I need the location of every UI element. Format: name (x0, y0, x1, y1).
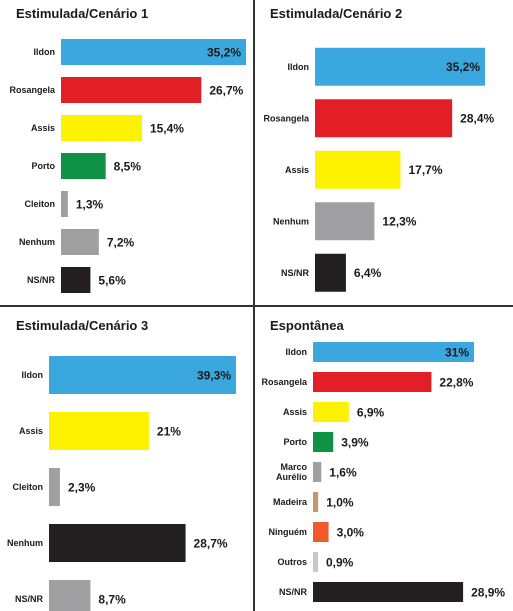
bar-ns-nr (49, 580, 91, 611)
value-label-rosangela: 28,4% (460, 112, 494, 126)
category-label-marco-aurelio: Marco Aurélio (276, 462, 308, 482)
value-label-ns-nr: 6,4% (354, 266, 382, 280)
category-label-cleiton: Cleiton (13, 482, 44, 492)
category-label-ns-nr: NS/NR (15, 594, 44, 604)
bar-ninguem (313, 522, 329, 542)
panel-title: Estimulada/Cenário 1 (16, 6, 149, 21)
value-label-porto: 3,9% (341, 435, 369, 449)
bar-assis (313, 402, 349, 422)
bar-nenhum (61, 229, 99, 255)
category-label-nenhum: Nenhum (7, 538, 43, 548)
value-label-ns-nr: 5,6% (98, 273, 126, 287)
category-label-nenhum: Nenhum (19, 237, 55, 247)
category-label-porto: Porto (32, 161, 56, 171)
panel-espontanea: Espontânea Ildon 31% Rosangela 22,8% Assis 6,… (261, 318, 510, 611)
value-label-cleiton: 1,3% (76, 197, 104, 211)
bar-porto (313, 432, 334, 452)
value-label-madeira: 1,0% (326, 495, 354, 509)
panel-title: Estimulada/Cenário 2 (270, 6, 403, 21)
value-label-nenhum: 12,3% (382, 215, 416, 229)
category-label-assis: Assis (285, 165, 309, 175)
bar-chart: Ildon 31% Rosangela 22,8% Assis 6,9% Porto 3,9%… (261, 342, 505, 602)
value-label-ns-nr: 8,7% (98, 592, 126, 606)
category-label-assis: Assis (283, 407, 307, 417)
category-label-outros: Outros (277, 557, 307, 567)
bar-ildon (315, 47, 485, 86)
category-label-ildon: Ildon (286, 347, 308, 357)
panel-cenario-1: Estimulada/Cenário 1 Ildon 35,2% Rosangela… (9, 6, 253, 301)
value-label-cleiton: 2,3% (68, 480, 96, 494)
bar-chart: Ildon 35,2% Rosangela 26,7% Assis 15,4% Porto 8… (9, 39, 246, 293)
category-label-rosangela: Rosangela (9, 85, 56, 95)
value-label-rosangela: 22,8% (439, 375, 473, 389)
panel-cenario-3: Estimulada/Cenário 3 Ildon 39,3% Assis 21% C… (7, 318, 253, 611)
category-label-ns-nr: NS/NR (27, 275, 56, 285)
value-label-ildon: 35,2% (207, 45, 241, 59)
value-label-assis: 21% (157, 424, 181, 438)
category-label-ns-nr: NS/NR (281, 268, 310, 278)
value-label-nenhum: 7,2% (107, 235, 135, 249)
category-label-ildon: Ildon (34, 47, 56, 57)
bar-ildon (61, 39, 246, 65)
value-label-outros: 0,9% (326, 555, 354, 569)
value-label-porto: 8,5% (114, 159, 142, 173)
value-label-assis: 17,7% (408, 163, 442, 177)
bar-ildon (49, 356, 236, 394)
panel-title: Estimulada/Cenário 3 (16, 318, 149, 333)
value-label-ildon: 31% (445, 345, 469, 359)
value-label-marco-aurelio: 1,6% (329, 465, 357, 479)
bar-assis (49, 412, 149, 450)
bar-ns-nr (313, 582, 464, 602)
value-label-ns-nr: 28,9% (471, 585, 505, 599)
bar-assis (61, 115, 142, 141)
category-label-ildon: Ildon (288, 62, 310, 72)
category-label-rosangela: Rosangela (263, 113, 310, 123)
category-label-ns-nr: NS/NR (279, 587, 308, 597)
bar-nenhum (315, 202, 375, 241)
category-label-nenhum: Nenhum (273, 216, 309, 226)
bar-rosangela (61, 77, 202, 103)
category-label-assis: Assis (19, 426, 43, 436)
category-label-rosangela: Rosangela (261, 377, 308, 387)
bar-rosangela (315, 99, 453, 138)
bar-ns-nr (315, 253, 346, 292)
value-label-ninguem: 3,0% (337, 525, 365, 539)
category-label-assis: Assis (31, 123, 55, 133)
bar-cleiton (61, 191, 68, 217)
bar-ildon (313, 342, 474, 362)
value-label-rosangela: 26,7% (209, 83, 243, 97)
bar-assis (315, 150, 401, 189)
bar-ns-nr (61, 267, 91, 293)
bar-chart: Ildon 35,2% Rosangela 28,4% Assis 17,7% Nenhum… (263, 47, 495, 292)
bar-outros (313, 552, 318, 572)
bar-rosangela (313, 372, 432, 392)
bar-cleiton (49, 468, 60, 506)
value-label-ildon: 39,3% (197, 368, 231, 382)
value-label-ildon: 35,2% (446, 60, 480, 74)
panel-cenario-2: Estimulada/Cenário 2 Ildon 35,2% Rosangela… (263, 6, 510, 301)
value-label-assis: 15,4% (150, 121, 184, 135)
bar-chart: Ildon 39,3% Assis 21% Cleiton 2,3% Nenhum 28,7%… (7, 356, 236, 611)
value-label-assis: 6,9% (357, 405, 385, 419)
bar-madeira (313, 492, 319, 512)
value-label-nenhum: 28,7% (194, 536, 228, 550)
category-label-porto: Porto (284, 437, 308, 447)
category-label-cleiton: Cleiton (25, 199, 56, 209)
category-label-madeira: Madeira (273, 497, 308, 507)
category-label-ildon: Ildon (22, 370, 44, 380)
bar-nenhum (49, 524, 186, 562)
category-label-ninguem: Ninguém (268, 527, 307, 537)
horizontal-divider (0, 305, 513, 307)
panel-title: Espontânea (270, 318, 344, 333)
bar-porto (61, 153, 106, 179)
bar-marco-aurelio (313, 462, 322, 482)
